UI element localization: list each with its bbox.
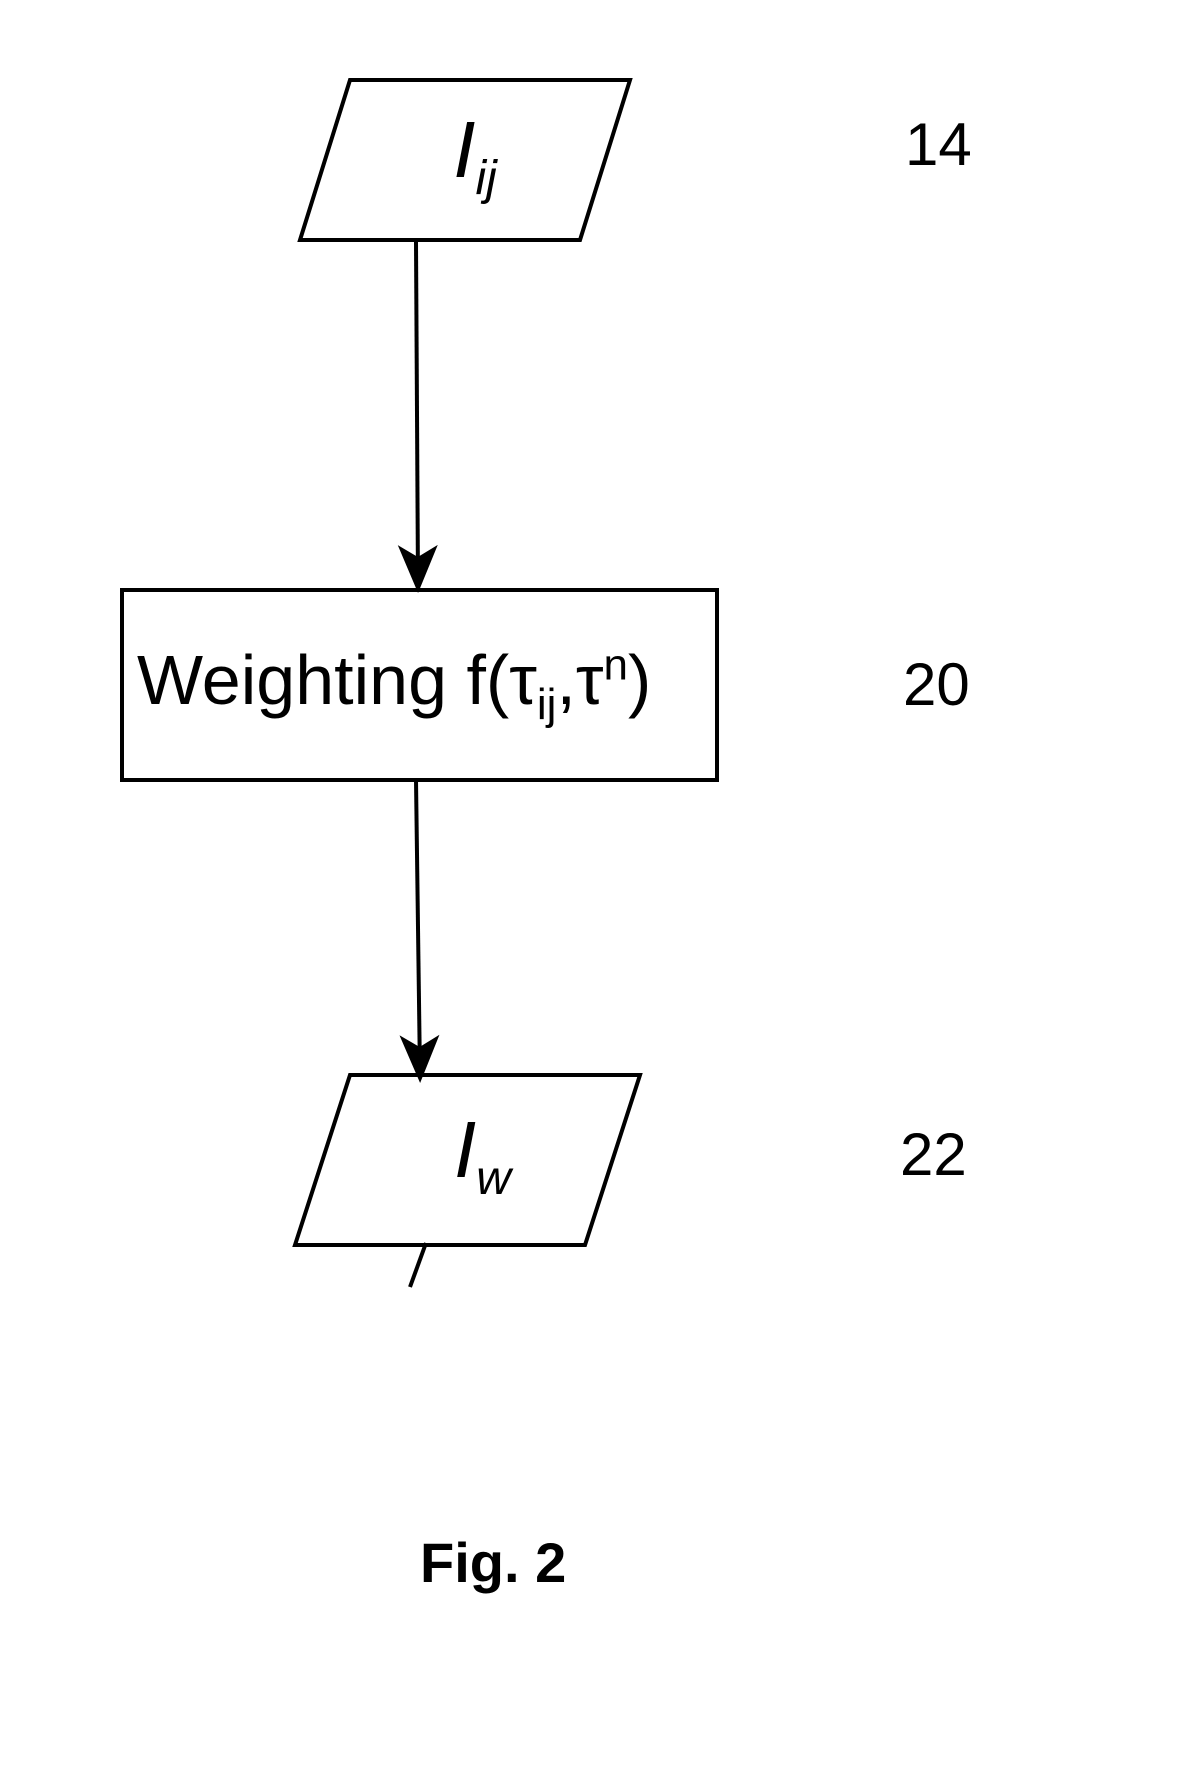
process-tau1-sub: ij	[537, 680, 557, 729]
flowchart-canvas: Iij Weighting f(τij,τn) Iw 14 20 22 Fig.…	[0, 0, 1202, 1777]
output-node-label: Iw	[454, 1104, 511, 1206]
input-node-label: Iij	[453, 104, 497, 206]
figure-caption: Fig. 2	[420, 1530, 566, 1595]
process-label-prefix: Weighting f(	[137, 641, 509, 719]
process-node-label: Weighting f(τij,τn)	[137, 640, 651, 730]
output-label-main: I	[454, 1105, 476, 1194]
input-label-main: I	[453, 105, 475, 194]
ref-label-20: 20	[903, 650, 970, 719]
flowchart-svg	[0, 0, 1202, 1777]
process-tau1: τ	[509, 641, 537, 719]
ref-label-14: 14	[905, 110, 972, 179]
output-label-sub: w	[476, 1152, 511, 1205]
process-sep: ,	[556, 641, 575, 719]
ref-label-22: 22	[900, 1120, 967, 1189]
process-tau2: τ	[576, 641, 604, 719]
process-tau2-sup: n	[604, 641, 628, 690]
input-label-sub: ij	[475, 152, 496, 205]
process-label-suffix: )	[628, 641, 651, 719]
